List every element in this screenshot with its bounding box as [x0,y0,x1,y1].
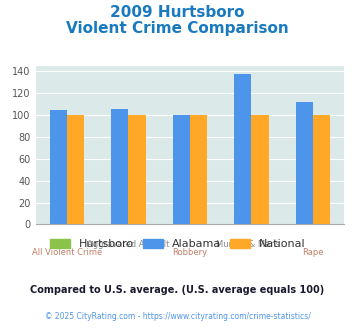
Bar [129,115,146,224]
Text: Robbery: Robbery [173,248,207,257]
Text: Compared to U.S. average. (U.S. average equals 100): Compared to U.S. average. (U.S. average … [31,285,324,295]
Legend: Hurtsboro, Alabama, National: Hurtsboro, Alabama, National [45,234,310,253]
Text: All Violent Crime: All Violent Crime [32,248,102,257]
Bar [50,110,67,224]
Bar [111,109,129,224]
Text: © 2025 CityRating.com - https://www.cityrating.com/crime-statistics/: © 2025 CityRating.com - https://www.city… [45,312,310,321]
Bar [251,115,269,224]
Bar [234,74,251,224]
Text: Violent Crime Comparison: Violent Crime Comparison [66,21,289,36]
Bar [296,102,313,224]
Text: Rape: Rape [302,248,324,257]
Bar [67,115,84,224]
Text: Aggravated Assault: Aggravated Assault [87,240,170,249]
Text: Murder & Mans...: Murder & Mans... [215,240,288,249]
Bar [173,115,190,224]
Text: 2009 Hurtsboro: 2009 Hurtsboro [110,5,245,20]
Bar [190,115,207,224]
Bar [313,115,330,224]
